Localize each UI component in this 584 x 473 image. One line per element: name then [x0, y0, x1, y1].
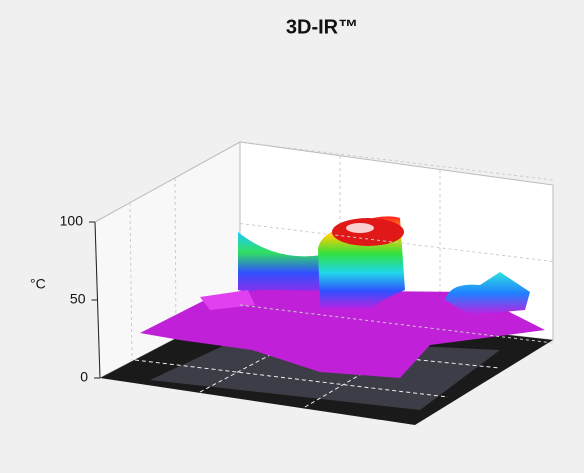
y-tick-label: 0: [80, 369, 88, 385]
surface-highlight: [346, 223, 374, 233]
chart-title: 3D-IR™: [286, 16, 358, 38]
y-tick-label: 50: [70, 291, 86, 307]
y-tick-label: 100: [60, 213, 84, 229]
chart: 3D-IR™ °C 0 50 100: [0, 0, 584, 473]
y-axis-label: °C: [30, 276, 46, 292]
